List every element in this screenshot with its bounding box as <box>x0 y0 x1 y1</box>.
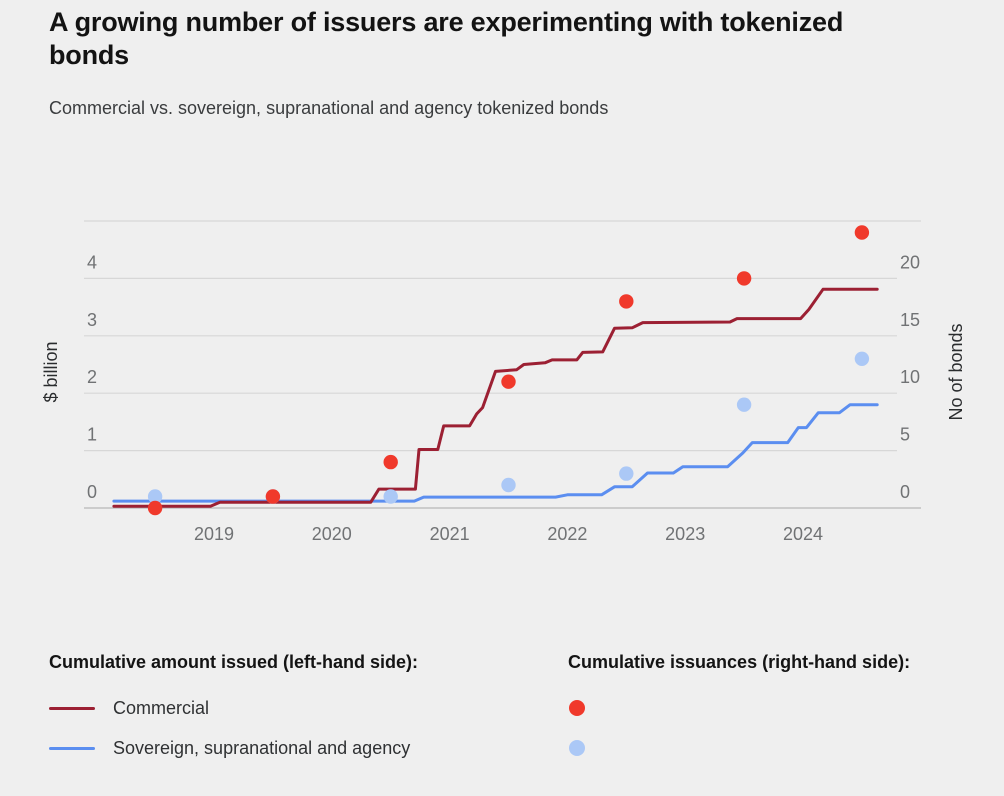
right-axis-tick-0: 0 <box>900 482 910 502</box>
legend-row-commercial-dot <box>568 698 1004 718</box>
dot-ssa-issuances-2024.5 <box>854 351 870 366</box>
right-axis-tick-15: 15 <box>900 310 920 330</box>
right-axis-tick-20: 20 <box>900 252 920 272</box>
left-axis-tick-1: 1 <box>87 425 97 445</box>
line-commercial-amount <box>112 287 879 508</box>
legend-label-ssa: Sovereign, supranational and agency <box>113 737 411 758</box>
page-title: A growing number of issuers are experime… <box>49 7 844 70</box>
right-axis-tick-10: 10 <box>900 367 920 387</box>
right-axis-tick-5: 5 <box>900 425 910 445</box>
left-axis-tick-4: 4 <box>87 252 97 272</box>
commercial-dot-swatch <box>569 700 585 716</box>
legend-label-commercial: Commercial <box>113 697 210 718</box>
x-axis-tick-2023: 2023 <box>665 524 705 544</box>
legend-row-commercial: Commercial <box>49 698 509 718</box>
dot-commercial-issuances-2018.5 <box>147 500 163 516</box>
page-subtitle: Commercial vs. sovereign, supranational … <box>49 98 609 118</box>
dot-commercial-issuances-2022.5 <box>619 294 634 309</box>
legend-issuances-title: Cumulative issuances (right-hand side): <box>568 652 911 672</box>
ssa-dot-swatch <box>569 740 585 756</box>
ssa-line-swatch <box>49 746 95 750</box>
x-axis-tick-2019: 2019 <box>194 524 234 544</box>
dot-commercial-issuances-2019.5 <box>265 489 281 504</box>
dot-commercial-issuances-2023.5 <box>736 271 752 286</box>
dot-commercial-issuances-2024.5 <box>854 225 870 240</box>
line-ssa-amount <box>112 403 879 503</box>
left-axis-title: $ billion <box>41 341 61 402</box>
x-axis-tick-2024: 2024 <box>783 524 823 544</box>
legend-amount-block: Cumulative amount issued (left-hand side… <box>49 652 509 758</box>
commercial-line-swatch <box>49 706 95 710</box>
dot-ssa-issuances-2022.5 <box>619 466 634 481</box>
x-axis-tick-2021: 2021 <box>430 524 470 544</box>
dot-ssa-issuances-2020.5 <box>383 489 398 504</box>
x-axis-tick-2020: 2020 <box>312 524 352 544</box>
dot-commercial-issuances-2021.5 <box>501 374 516 389</box>
legend-row-ssa: Sovereign, supranational and agency <box>49 738 509 758</box>
legend-amount-title: Cumulative amount issued (left-hand side… <box>49 652 419 672</box>
right-axis-title: No of bonds <box>946 323 966 420</box>
dot-ssa-issuances-2023.5 <box>736 397 752 412</box>
left-axis-tick-2: 2 <box>87 367 97 387</box>
legend-issuances-block: Cumulative issuances (right-hand side): <box>568 652 1004 758</box>
x-axis-tick-2022: 2022 <box>547 524 587 544</box>
dot-commercial-issuances-2020.5 <box>383 454 398 470</box>
left-axis-tick-0: 0 <box>87 482 97 502</box>
dot-ssa-issuances-2021.5 <box>501 477 516 493</box>
dot-ssa-issuances-2018.5 <box>147 489 163 504</box>
legend-row-ssa-dot <box>568 738 1004 758</box>
left-axis-tick-3: 3 <box>87 310 97 330</box>
